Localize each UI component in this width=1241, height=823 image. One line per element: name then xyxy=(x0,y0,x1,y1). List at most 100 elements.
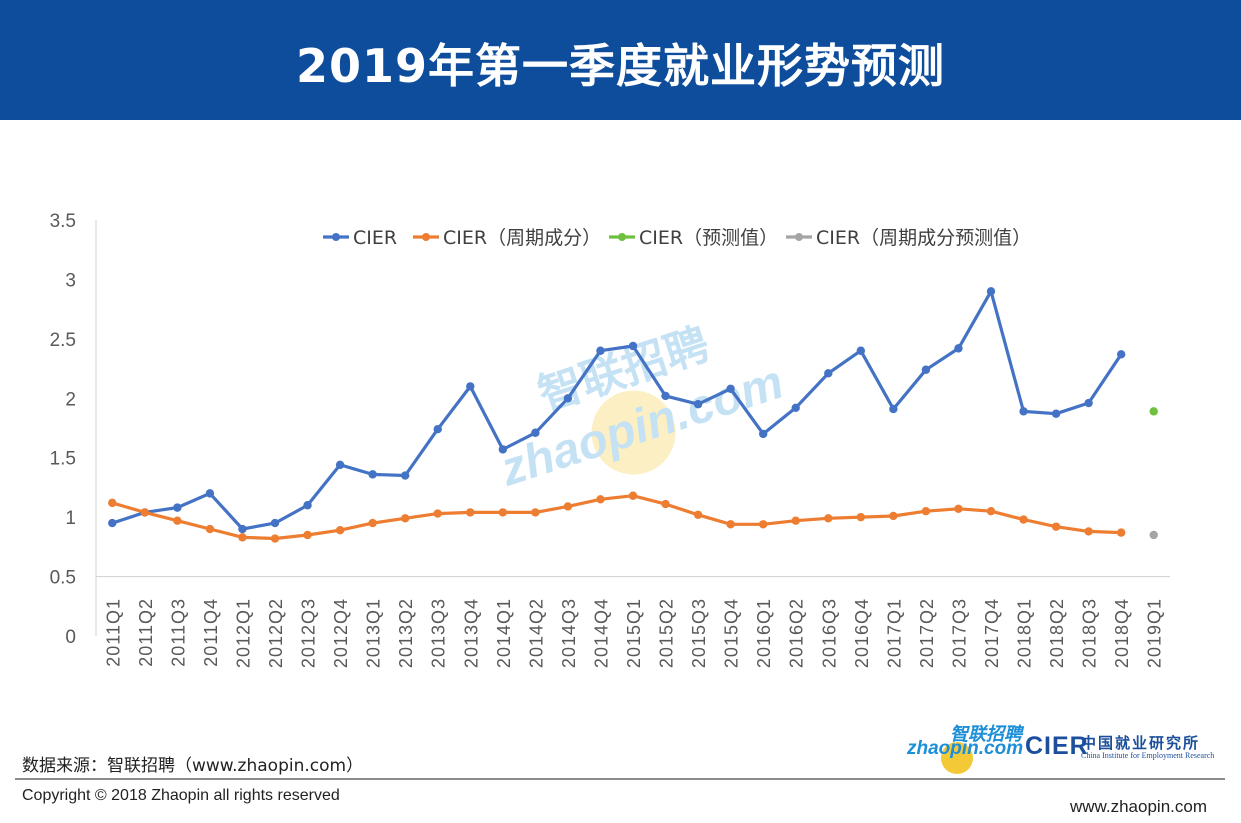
x-tick-label: 2014Q3 xyxy=(559,598,579,668)
data-point xyxy=(368,518,377,528)
cier-logo-en: China Institute for Employment Research xyxy=(1081,751,1215,760)
x-tick-label: 2013Q1 xyxy=(364,598,384,668)
x-tick-label: 2018Q4 xyxy=(1112,598,1132,668)
legend-swatch-marker xyxy=(332,233,340,241)
legend-label: CIER（预测值） xyxy=(639,227,778,249)
legend-label: CIER（周期成分） xyxy=(443,227,601,249)
data-point xyxy=(856,512,866,522)
x-tick-label: 2012Q2 xyxy=(266,598,286,668)
x-tick-label: 2014Q2 xyxy=(526,598,546,668)
data-point xyxy=(596,495,605,504)
x-tick-label: 2013Q3 xyxy=(429,598,449,668)
x-tick-label: 2017Q1 xyxy=(884,598,904,668)
x-tick-label: 2012Q4 xyxy=(331,598,351,668)
data-point xyxy=(433,509,442,518)
data-point xyxy=(758,429,768,439)
axes: 0 0.5 1 1.5 2 2.5 3 3.5 2011Q1 2011Q2 2011Q3 2011Q4… xyxy=(50,211,1170,668)
x-tick-label: 2014Q1 xyxy=(494,598,514,668)
data-point xyxy=(986,287,996,296)
data-point xyxy=(954,504,963,514)
data-point xyxy=(531,428,540,437)
y-tick-label: 1.5 xyxy=(50,449,76,470)
data-point xyxy=(693,510,703,519)
data-point xyxy=(921,365,931,374)
website-link[interactable]: www.zhaopin.com xyxy=(1069,797,1207,816)
x-tick-label: 2012Q3 xyxy=(299,598,319,668)
x-tick-label: 2011Q3 xyxy=(168,598,188,667)
data-point xyxy=(661,391,670,401)
zhaopin-logo-en: zhaopin.com xyxy=(907,738,1024,759)
x-tick-label: 2015Q2 xyxy=(657,598,677,668)
zhaopin-watermark: 智联招聘 zhaopin.com xyxy=(493,319,789,497)
data-point xyxy=(140,508,150,517)
data-point xyxy=(173,516,182,525)
y-tick-label: 0.5 xyxy=(50,568,76,589)
data-point xyxy=(466,382,475,391)
series-line xyxy=(110,494,1123,541)
x-tick-label: 2015Q3 xyxy=(689,598,709,668)
x-tick-label: 2018Q1 xyxy=(1015,598,1035,668)
x-tick-label: 2016Q3 xyxy=(819,598,839,668)
data-point xyxy=(628,491,638,500)
x-tick-label: 2017Q4 xyxy=(982,598,1002,668)
data-point xyxy=(693,400,703,409)
data-point xyxy=(498,445,508,454)
x-tick-label: 2016Q4 xyxy=(852,598,872,668)
data-point xyxy=(1084,398,1093,408)
data-point xyxy=(791,403,800,412)
page-title: 2019年第一季度就业形势预测 xyxy=(295,39,946,93)
y-tick-label: 3.5 xyxy=(50,211,76,232)
series-line xyxy=(110,289,1123,531)
x-tick-label: 2011Q4 xyxy=(201,598,221,667)
data-point xyxy=(205,489,215,498)
data-point xyxy=(954,344,963,353)
x-tick-label: 2012Q1 xyxy=(233,598,253,668)
data-point xyxy=(921,507,931,516)
data-source-note: 数据来源：智联招聘（www.zhaopin.com） xyxy=(22,756,364,776)
data-point xyxy=(303,501,312,510)
legend-swatch-marker xyxy=(618,233,626,241)
cier-logo: CIER xyxy=(1025,732,1089,760)
x-tick-label: 2013Q2 xyxy=(396,598,416,668)
cier-logo-cn: 中国就业研究所 xyxy=(1081,734,1201,752)
legend-label: CIER xyxy=(353,227,397,249)
x-tick-label: 2017Q2 xyxy=(917,598,937,668)
data-point xyxy=(433,424,442,434)
data-point xyxy=(270,534,280,543)
data-point xyxy=(238,524,247,534)
x-tick-label: 2018Q3 xyxy=(1080,598,1100,668)
data-point xyxy=(1116,528,1126,537)
watermark-circle xyxy=(591,390,676,475)
data-point xyxy=(1051,522,1061,531)
data-point xyxy=(303,530,312,540)
data-point xyxy=(628,341,638,351)
data-point xyxy=(1149,530,1158,540)
data-point xyxy=(368,470,377,479)
y-tick-label: 2.5 xyxy=(50,330,76,351)
x-tick-label: 2011Q2 xyxy=(136,598,156,667)
data-point xyxy=(986,507,996,516)
data-point xyxy=(661,499,670,509)
x-tick-label: 2016Q1 xyxy=(754,598,774,668)
data-point xyxy=(824,369,833,378)
data-point xyxy=(238,533,247,542)
footer-logo: 智联招聘 zhaopin.com CIER 中国就业研究所 China Inst… xyxy=(905,720,1215,774)
x-tick-label: 2013Q4 xyxy=(461,598,481,668)
y-tick-label: 2 xyxy=(65,389,76,410)
data-point xyxy=(108,498,117,508)
x-tick-label: 2017Q3 xyxy=(949,598,969,668)
data-point xyxy=(791,516,800,525)
data-point xyxy=(1019,407,1028,416)
x-tick-label: 2014Q4 xyxy=(591,598,611,668)
data-point xyxy=(1051,409,1061,418)
x-tick-label: 2019Q1 xyxy=(1145,598,1165,668)
data-point xyxy=(758,520,768,529)
data-point xyxy=(335,526,345,535)
data-point xyxy=(205,524,215,534)
x-tick-label: 2015Q1 xyxy=(624,598,644,668)
legend-swatch-marker xyxy=(795,233,803,241)
data-point xyxy=(270,518,280,528)
data-point xyxy=(1149,407,1158,416)
data-point xyxy=(563,502,573,511)
